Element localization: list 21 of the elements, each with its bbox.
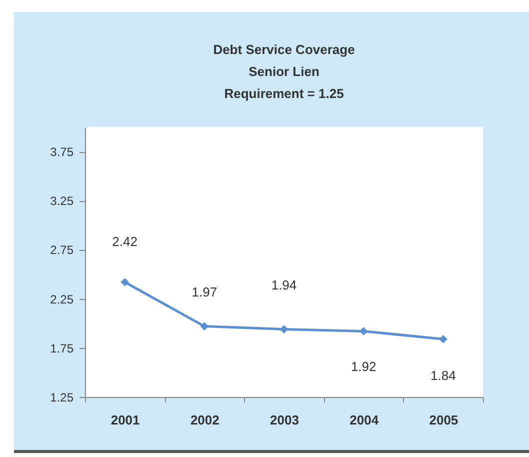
x-tick-label: 2001 [110, 412, 140, 428]
point [280, 325, 288, 334]
chart-title: Debt Service Coverage Senior Lien Requirement = 1.25 [213, 42, 355, 101]
data-label: 1.97 [192, 284, 218, 300]
x-tick-label: 2004 [350, 412, 380, 428]
point [439, 334, 448, 344]
data-label: 1.92 [350, 359, 376, 374]
y-tick-label: 3.25 [50, 194, 74, 208]
data-label: 1.84 [430, 368, 456, 384]
data-label: 1.94 [271, 277, 297, 292]
y-tick-label: 2.25 [50, 292, 74, 306]
y-tick-label: 2.75 [50, 243, 74, 258]
y-tick-label: 3.75 [50, 145, 74, 160]
x-tick-label: 2003 [270, 412, 299, 428]
x-tick-label: 2002 [190, 412, 220, 428]
y-tick-label: 1.75 [50, 341, 74, 356]
point [120, 278, 129, 286]
x-tick-label: 2005 [429, 412, 458, 428]
data-label: 2.42 [112, 234, 138, 250]
point [200, 322, 209, 330]
y-tick-label: 1.25 [50, 390, 74, 404]
